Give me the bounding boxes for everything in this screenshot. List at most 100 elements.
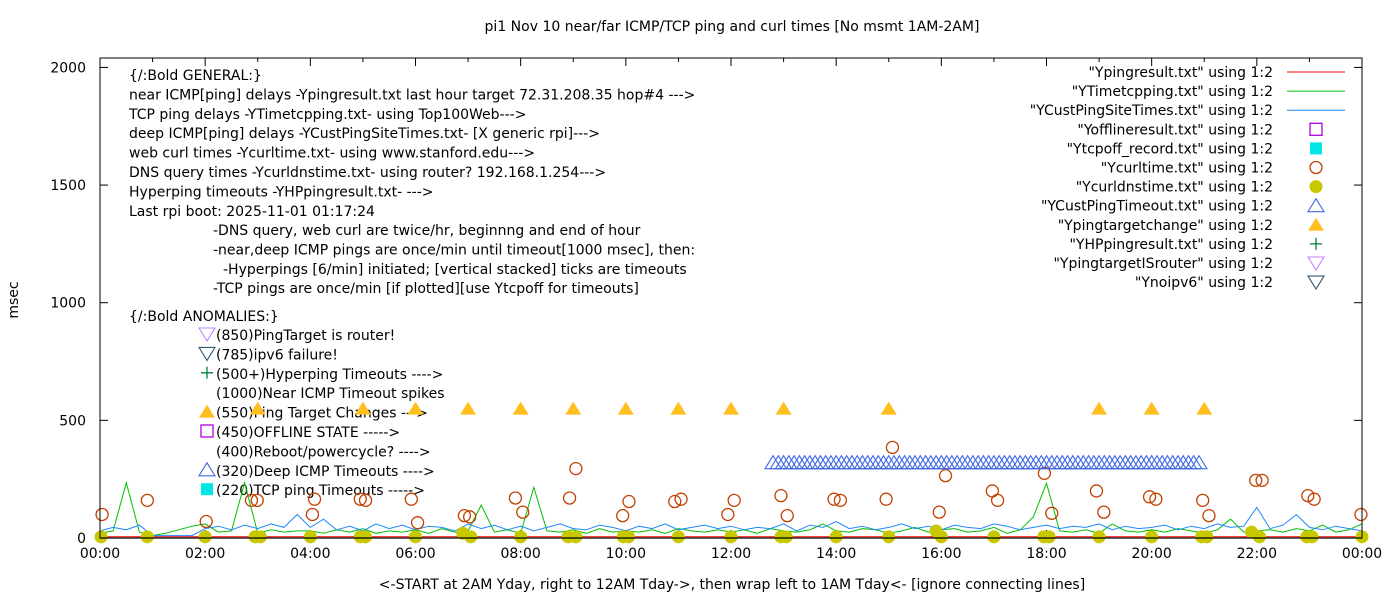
legend-entry-label: "YHPpingresult.txt" using 1:2 [1069, 237, 1273, 253]
data-point-open-circle [1255, 473, 1269, 488]
y-tick-label: 500 [59, 413, 86, 429]
data-point-open-triangle [853, 454, 872, 470]
data-point-filled-circle [987, 530, 1001, 544]
legend-entry-label: "Ypingtargetchange" using 1:2 [1058, 218, 1273, 234]
data-point-open-triangle [890, 454, 909, 470]
data-point-filled-circle [882, 530, 896, 544]
annotation-general-line: Hyperping timeouts -YHPpingresult.txt- -… [129, 184, 434, 200]
data-point-open-circle [463, 510, 477, 524]
data-point-open-triangle [1147, 454, 1166, 470]
legend-entry-label: "YpingtargetISrouter" using 1:2 [1053, 256, 1273, 272]
data-point-open-triangle [1053, 454, 1072, 470]
data-point-open-triangle [785, 454, 804, 470]
data-point-open-circle [938, 468, 953, 483]
data-point-open-triangle [984, 454, 1003, 470]
data-point-open-triangle [811, 454, 830, 470]
data-point-open-circle [1089, 484, 1104, 498]
data-point-filled-triangle [354, 401, 371, 415]
data-point-open-circle [780, 508, 794, 523]
anomaly-open-down-triangle-icon [198, 327, 216, 343]
data-point-open-triangle [1184, 454, 1203, 470]
data-point-open-triangle [900, 454, 919, 470]
data-point-open-triangle [1063, 454, 1082, 470]
data-point-filled-triangle [1091, 401, 1108, 415]
legend-entry-label: "YTimetcpping.txt" using 1:2 [1072, 84, 1273, 100]
data-point-filled-circle [464, 530, 478, 544]
data-point-open-circle [307, 492, 322, 506]
data-point-open-triangle [932, 454, 951, 470]
data-point-filled-triangle [723, 401, 739, 415]
data-point-open-triangle [1174, 454, 1193, 470]
annotation-anomaly-line: (850)PingTarget is router! [216, 328, 395, 344]
data-point-filled-circle [1092, 530, 1106, 544]
data-point-open-triangle [1168, 454, 1187, 470]
data-point-open-triangle [1132, 454, 1151, 470]
data-point-open-circle [727, 493, 741, 508]
annotation-general-line: Last rpi boot: 2025-11-01 01:17:24 [129, 204, 375, 220]
data-point-open-triangle [1074, 454, 1093, 470]
annotation-general-line: {/:Bold GENERAL:} [129, 68, 262, 84]
data-point-open-triangle [885, 454, 903, 470]
data-point-filled-circle [934, 530, 948, 544]
data-point-open-circle [410, 516, 425, 530]
data-point-open-circle [721, 507, 735, 522]
data-point-open-triangle [1000, 454, 1019, 470]
anomaly-open-square-icon [200, 424, 214, 438]
data-point-filled-circle [569, 530, 583, 544]
annotation-note-line: -near,deep ICMP pings are once/min until… [213, 242, 695, 258]
anomaly-filled-square-icon [201, 483, 213, 496]
data-point-open-circle [1142, 490, 1157, 504]
data-point-filled-circle [198, 530, 212, 544]
data-point-open-triangle [874, 454, 893, 470]
series-line-2 [99, 506, 1363, 537]
data-point-filled-triangle [617, 401, 634, 415]
data-point-open-circle [353, 492, 367, 506]
data-point-open-triangle [1095, 454, 1114, 470]
data-point-open-triangle [774, 454, 793, 470]
data-point-open-circle [562, 491, 577, 505]
data-point-open-triangle [1116, 454, 1135, 470]
data-point-open-circle [95, 507, 109, 522]
data-point-open-triangle [1016, 454, 1035, 470]
data-point-filled-circle [724, 530, 738, 544]
data-point-open-circle [1354, 507, 1368, 522]
data-point-open-triangle [1137, 454, 1156, 470]
data-point-open-triangle [1037, 454, 1056, 470]
x-tick-label: 20:00 [1131, 546, 1171, 562]
data-point-filled-triangle [880, 401, 897, 415]
data-point-open-circle [1196, 493, 1210, 508]
plot-frame [99, 57, 1363, 539]
data-point-open-triangle [1158, 454, 1177, 470]
legend-open-triangle-icon [1307, 197, 1325, 213]
data-point-open-triangle [842, 454, 861, 470]
data-point-filled-circle [1252, 530, 1266, 544]
data-point-open-circle [358, 493, 373, 508]
legend-open-down-triangle-icon [1307, 275, 1325, 291]
y-axis-label: msec [6, 281, 22, 318]
data-point-open-triangle [1026, 454, 1045, 470]
data-point-filled-triangle [407, 401, 424, 415]
data-point-filled-circle [779, 530, 793, 544]
x-tick-label: 18:00 [1026, 546, 1066, 562]
data-point-open-triangle [1153, 454, 1172, 470]
data-point-filled-circle [303, 530, 317, 544]
anomaly-open-triangle-icon [198, 461, 216, 477]
legend-filled-circle-icon [1309, 180, 1323, 194]
data-point-open-triangle [906, 454, 925, 470]
data-point-open-circle [1045, 506, 1059, 520]
data-point-open-triangle [879, 454, 898, 470]
annotation-anomaly-line: (785)ipv6 failure! [216, 347, 338, 363]
data-point-open-circle [833, 493, 848, 508]
data-point-open-circle [1202, 508, 1216, 523]
data-point-open-triangle [1100, 454, 1119, 470]
legend-entry-label: "Ycurldnstime.txt" using 1:2 [1076, 180, 1273, 196]
data-point-open-triangle [953, 454, 972, 470]
data-point-filled-circle [514, 530, 528, 544]
data-point-open-triangle [1058, 454, 1077, 470]
y-tick-label: 1500 [50, 178, 86, 194]
data-point-open-circle [569, 461, 583, 476]
data-point-open-circle [516, 505, 530, 519]
x-tick-label: 14:00 [816, 546, 856, 562]
data-point-filled-circle [829, 530, 843, 544]
